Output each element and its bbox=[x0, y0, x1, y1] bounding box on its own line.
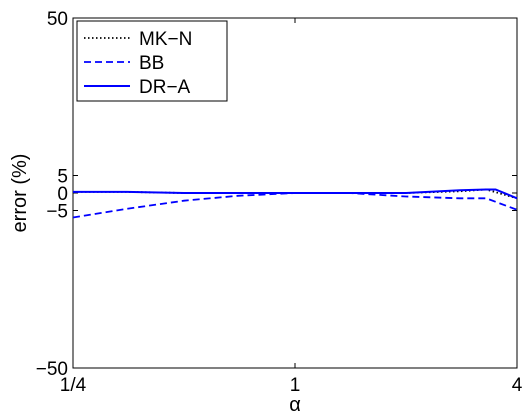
x-tick-label: 1 bbox=[290, 375, 301, 396]
series-line-bb bbox=[72, 192, 518, 219]
x-tick-label: 1/4 bbox=[60, 375, 87, 396]
x-tick-label: 4 bbox=[512, 375, 523, 396]
series-line-dr-a bbox=[73, 188, 518, 200]
y-axis-label: error (%) bbox=[9, 154, 31, 233]
series-layer bbox=[72, 188, 518, 219]
y-tick-label: −50 bbox=[36, 359, 68, 380]
legend: MK−N BB DR−A bbox=[76, 20, 228, 102]
tick-marks bbox=[72, 17, 518, 369]
y-tick-label: 5 bbox=[57, 167, 68, 188]
x-axis-label: α bbox=[289, 394, 301, 415]
legend-label: DR−A bbox=[139, 77, 191, 98]
y-tick-label: −5 bbox=[46, 202, 68, 223]
legend-label: BB bbox=[139, 53, 164, 74]
y-tick-label: 0 bbox=[57, 184, 68, 205]
legend-label: MK−N bbox=[139, 29, 192, 50]
y-tick-label: 50 bbox=[47, 9, 68, 30]
legend-box bbox=[76, 20, 228, 102]
